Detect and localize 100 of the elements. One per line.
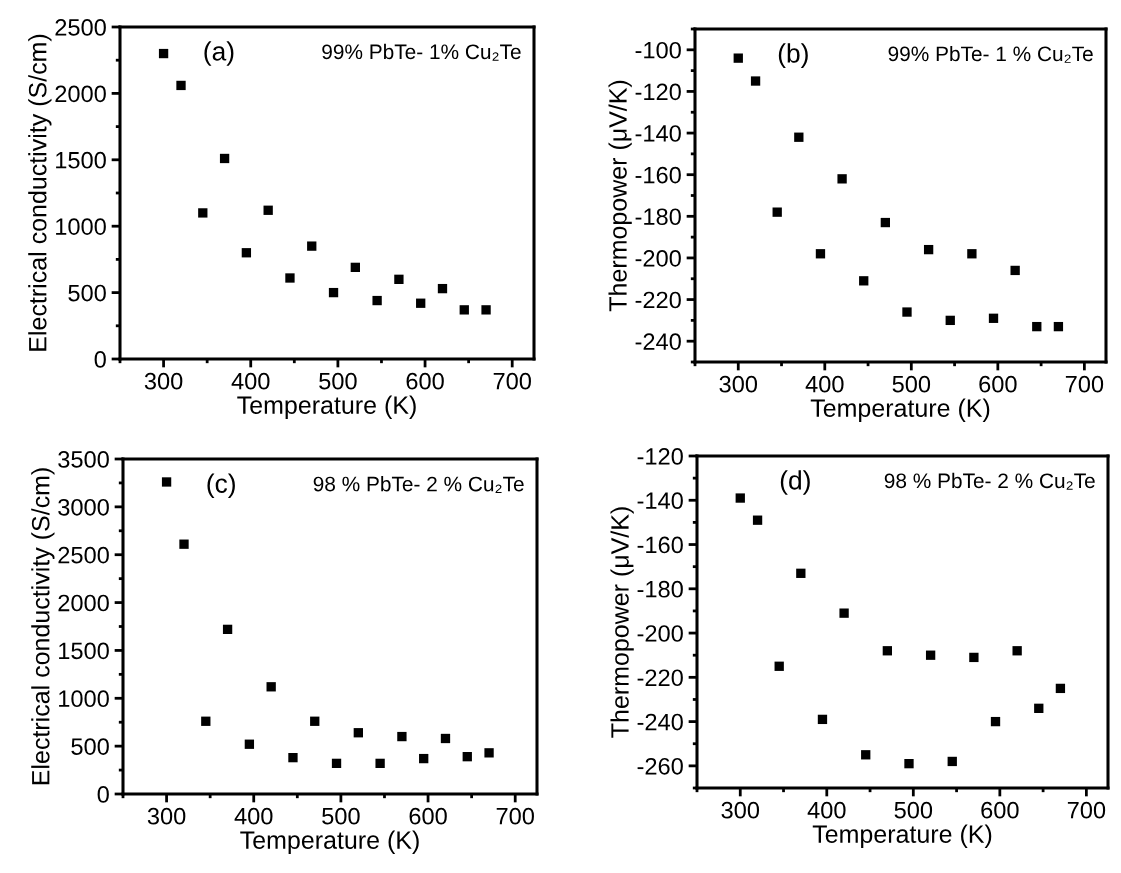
point <box>244 739 255 749</box>
point <box>925 650 936 660</box>
y-tick-label: 0 <box>94 351 106 368</box>
y-tick-label: -200 <box>637 625 683 642</box>
y-tick-label: 2500 <box>58 546 109 564</box>
point <box>967 249 977 259</box>
point <box>222 624 233 635</box>
x-tick-label: 600 <box>409 807 447 825</box>
point <box>750 76 761 86</box>
annotation: 99% PbTe- 1 % Cu₂Te <box>888 45 1093 63</box>
point <box>923 244 934 255</box>
x-tick-label: 600 <box>981 801 1019 819</box>
y-tick-label: 1500 <box>59 642 109 660</box>
y-tick-label: -240 <box>635 333 681 350</box>
x-tick-label: 500 <box>894 801 933 819</box>
point <box>774 661 784 671</box>
point <box>988 313 999 323</box>
point <box>201 716 211 726</box>
point <box>859 276 869 286</box>
point <box>1032 321 1042 332</box>
annotation: (c) <box>207 473 235 499</box>
y-tick-label: 500 <box>68 284 106 302</box>
point <box>310 716 320 726</box>
y-tick-label: -220 <box>637 669 683 687</box>
y-tick-label: 2000 <box>55 85 106 103</box>
point <box>817 714 828 725</box>
x-axis-title: Temperature (K) <box>812 824 992 848</box>
point <box>350 262 360 273</box>
point <box>440 733 451 744</box>
point <box>198 208 208 218</box>
y-tick-label: -180 <box>635 208 681 226</box>
x-tick-label: 700 <box>493 372 531 390</box>
y-tick-label: 2500 <box>55 19 106 36</box>
annotation: (d) <box>780 470 810 495</box>
x-axis-title: Temperature (K) <box>237 395 416 419</box>
point <box>161 477 172 487</box>
point <box>969 652 979 663</box>
y-tick-label: 1000 <box>59 690 109 708</box>
x-tick-label: 300 <box>721 801 760 819</box>
y-axis-title: Thermopower (μV/K) <box>610 507 634 738</box>
point <box>481 305 491 315</box>
point <box>752 515 763 525</box>
x-tick-label: 700 <box>496 807 534 825</box>
x-axis-title: Temperature (K) <box>240 830 419 854</box>
point <box>331 758 342 769</box>
point <box>416 298 426 308</box>
point <box>179 539 189 549</box>
point <box>794 132 804 142</box>
point <box>837 174 847 184</box>
y-tick-label: 1000 <box>56 218 106 235</box>
point <box>904 758 914 769</box>
point <box>945 315 955 326</box>
x-tick-label: 500 <box>319 372 357 390</box>
y-tick-label: 1500 <box>56 151 106 169</box>
point <box>796 568 806 578</box>
x-tick-label: 700 <box>1065 375 1104 393</box>
point <box>880 217 891 228</box>
x-tick-label: 300 <box>144 372 183 390</box>
point <box>902 307 912 317</box>
point <box>437 283 448 294</box>
point <box>882 646 893 656</box>
y-axis-title: Thermopower (μV/K) <box>608 80 632 312</box>
annotation: (a) <box>204 41 234 66</box>
annotation: 98 % PbTe- 2 % Cu₂Te <box>884 472 1095 490</box>
point <box>158 48 169 59</box>
y-tick-label: -180 <box>637 580 683 598</box>
point <box>772 207 782 217</box>
point <box>947 756 957 767</box>
point <box>241 248 252 258</box>
x-tick-label: 600 <box>979 375 1017 393</box>
x-tick-label: 400 <box>231 372 270 390</box>
x-tick-label: 300 <box>147 807 186 825</box>
point <box>990 716 1001 727</box>
point <box>1012 646 1022 656</box>
y-tick-label: -120 <box>635 83 681 101</box>
y-tick-label: -140 <box>635 125 681 142</box>
x-axis-title: Temperature (K) <box>810 398 990 422</box>
y-tick-label: 2000 <box>58 594 109 612</box>
y-tick-label: -140 <box>637 492 683 510</box>
point <box>1034 703 1044 713</box>
point <box>1055 683 1066 694</box>
point <box>372 295 382 306</box>
point <box>735 493 745 503</box>
y-tick-label: -100 <box>635 41 681 59</box>
y-tick-label: 3000 <box>58 498 109 516</box>
y-axis-title: Electrical conductivity (S/cm) <box>31 468 55 785</box>
point <box>263 205 273 215</box>
point <box>459 305 469 315</box>
y-tick-label: -120 <box>637 448 683 465</box>
y-tick-label: -240 <box>637 713 683 731</box>
y-tick-label: -160 <box>637 536 683 554</box>
point <box>266 682 276 692</box>
point <box>375 758 385 769</box>
annotation: 98 % PbTe- 2 % Cu₂Te <box>313 476 524 493</box>
x-tick-label: 500 <box>322 807 360 825</box>
y-axis-title: Electrical conductivity (S/cm) <box>28 34 52 351</box>
x-tick-label: 400 <box>234 807 273 825</box>
x-tick-label: 600 <box>406 372 444 390</box>
annotation: (b) <box>778 43 808 68</box>
point <box>419 753 429 764</box>
